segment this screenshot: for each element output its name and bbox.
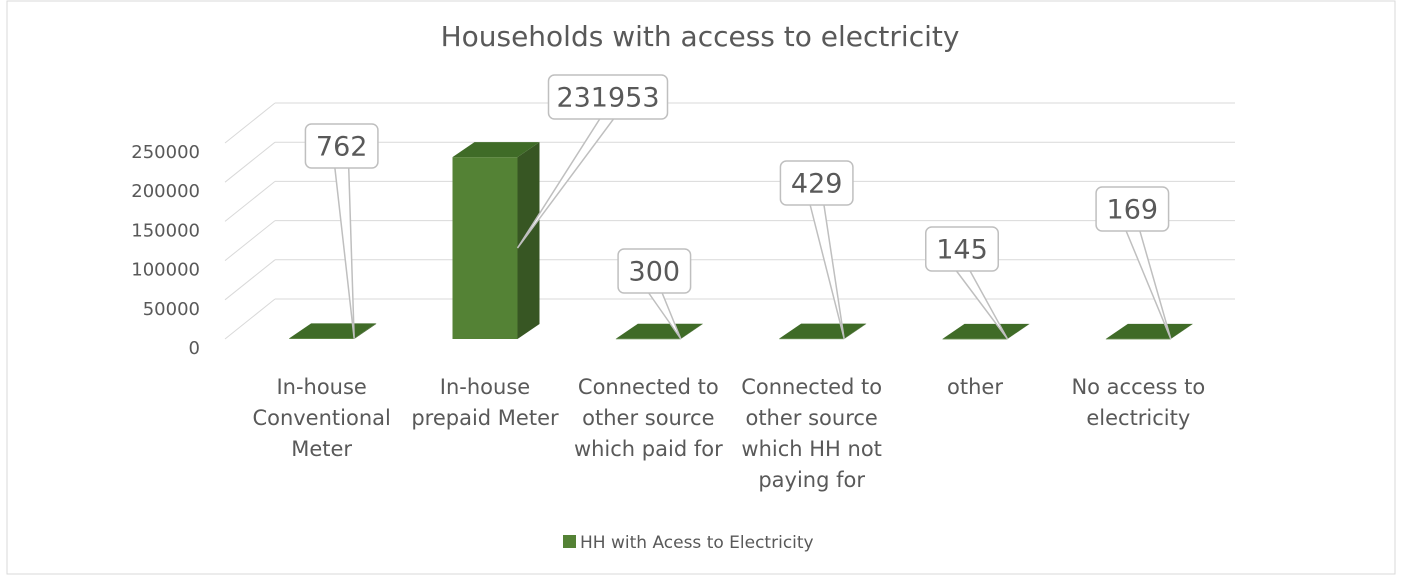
data-label: 429 xyxy=(791,169,843,200)
bar-top xyxy=(942,323,1030,339)
bar xyxy=(779,338,845,340)
grid-line xyxy=(224,298,276,340)
bar-side xyxy=(1170,323,1193,339)
data-label: 762 xyxy=(316,132,368,163)
x-tick-label: other xyxy=(947,375,1003,399)
callout-box xyxy=(304,123,379,169)
bar-top xyxy=(1105,323,1193,339)
grid-line xyxy=(224,220,276,261)
y-tick-label: 0 xyxy=(189,338,200,359)
bar-side xyxy=(1007,323,1030,339)
bar-top xyxy=(452,142,540,158)
y-tick-label: 50000 xyxy=(143,299,200,320)
callout-box xyxy=(925,226,999,272)
bar xyxy=(615,338,681,340)
bar-side xyxy=(354,323,377,339)
bar-side xyxy=(680,323,703,339)
callout-box xyxy=(1095,186,1170,232)
y-tick-label: 100000 xyxy=(131,260,200,281)
data-label: 145 xyxy=(936,235,988,266)
bar-side xyxy=(517,142,540,339)
data-label: 300 xyxy=(629,257,681,288)
callout-box xyxy=(617,248,692,294)
x-tick-label: In-house Conventional Meter xyxy=(252,375,391,461)
y-tick-label: 250000 xyxy=(131,142,200,163)
bar-top xyxy=(779,323,867,339)
x-tick-label: Connected to other source which HH not p… xyxy=(741,375,883,492)
grid-line xyxy=(224,259,276,301)
x-tick-label: In-house prepaid Meter xyxy=(411,375,559,430)
data-label: 231953 xyxy=(556,83,659,114)
x-tick-label: No access to electricity xyxy=(1071,375,1206,430)
grid-line xyxy=(224,181,276,222)
legend-label: HH with Acess to Electricity xyxy=(580,533,814,553)
bar xyxy=(942,338,1008,340)
bar-side xyxy=(844,323,867,339)
y-tick-label: 200000 xyxy=(131,181,200,202)
bar xyxy=(289,338,355,339)
bar xyxy=(1105,338,1171,340)
bar-top xyxy=(615,323,703,339)
data-label: 169 xyxy=(1107,195,1159,226)
callout-box xyxy=(779,160,854,206)
grid-line xyxy=(224,141,276,183)
grid-line xyxy=(224,102,276,144)
chart-title: Households with access to electricity xyxy=(441,20,960,53)
chart-frame xyxy=(6,0,1396,575)
callout-box xyxy=(547,74,669,120)
legend-swatch xyxy=(563,535,576,548)
y-tick-label: 150000 xyxy=(131,220,200,241)
x-tick-label: Connected to other source which paid for xyxy=(573,375,723,461)
bar xyxy=(452,157,518,339)
